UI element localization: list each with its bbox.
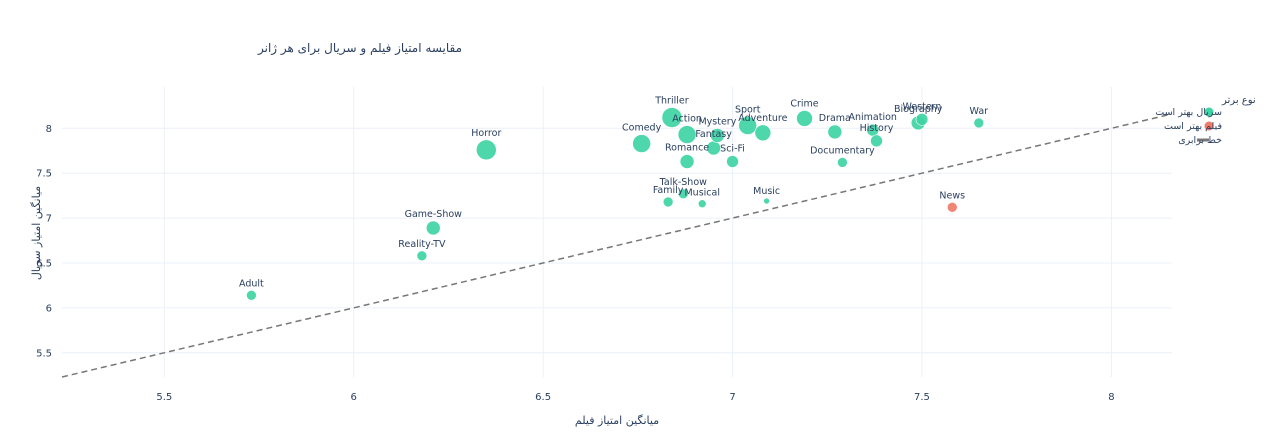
point-label: Sci-Fi: [720, 144, 745, 155]
point-label: History: [860, 123, 894, 134]
x-tick-label: 8: [1108, 392, 1114, 403]
y-tick-label: 6: [46, 303, 52, 314]
point-label: News: [939, 190, 965, 201]
y-tick-label: 5.5: [36, 348, 52, 359]
x-tick-label: 6.5: [535, 392, 551, 403]
equality-line-layer: [61, 113, 1173, 378]
data-point: [632, 134, 651, 153]
data-point: [837, 157, 848, 168]
point-label: Biography: [894, 104, 943, 115]
data-point: [246, 289, 257, 301]
data-point: [946, 202, 958, 213]
point-label: Fantasy: [695, 129, 732, 140]
point-label: Western: [902, 101, 941, 112]
y-axis-title: میانگین امتیاز سریال: [30, 186, 43, 280]
legend-title: نوع برتر: [1221, 95, 1256, 106]
data-point: [425, 220, 441, 236]
grid: [62, 87, 1172, 377]
point-label: Family: [653, 185, 684, 196]
point-label: Talk-Show: [659, 177, 707, 188]
point-label: Romance: [665, 143, 709, 154]
data-point: [796, 110, 813, 127]
x-tick-label: 7: [729, 392, 735, 403]
legend-marker: [1204, 107, 1214, 117]
x-tick-label: 6: [351, 392, 357, 403]
point-label: Adventure: [738, 113, 787, 124]
data-point: [738, 116, 757, 135]
legend-item-label: خط برابری: [1178, 135, 1222, 146]
point-label: Game-Show: [405, 209, 463, 220]
point-label: Mystery: [698, 116, 736, 127]
point-labels-layer: Adult Reality-TV Game-Show Horror Comedy Fami…: [239, 96, 988, 290]
y-tick-label: 7.5: [36, 169, 52, 180]
legend-item-label: سریال بهتر است: [1155, 107, 1222, 118]
point-label: Music: [753, 186, 780, 197]
y-tick-label: 8: [46, 124, 52, 135]
data-point: [661, 107, 683, 128]
data-point: [476, 139, 497, 161]
point-label: Comedy: [622, 123, 662, 134]
data-point: [763, 197, 770, 205]
data-point: [915, 113, 929, 126]
y-tick-label: 7: [46, 214, 52, 225]
points-layer: [246, 107, 985, 301]
data-point: [679, 154, 695, 169]
point-label: Documentary: [810, 145, 875, 156]
point-label: War: [970, 106, 989, 117]
point-label: Adult: [239, 278, 264, 289]
data-point: [710, 128, 725, 143]
point-label: Reality-TV: [398, 239, 446, 250]
point-label: Sport: [735, 105, 761, 116]
data-point: [416, 250, 428, 262]
x-axis-title: میانگین امتیاز فیلم: [575, 414, 659, 427]
point-label: Action: [672, 114, 702, 125]
legend-item-label: فیلم بهتر است: [1164, 121, 1222, 132]
data-point: [677, 188, 689, 200]
x-tick-label: 7.5: [914, 392, 930, 403]
data-point: [973, 117, 985, 129]
y-tick-label: 6.5: [36, 258, 52, 269]
point-label: Musical: [684, 188, 720, 199]
point-label: Drama: [819, 113, 851, 124]
equality-line: [61, 113, 1173, 378]
data-point: [677, 125, 697, 144]
x-tick-label: 5.5: [156, 392, 172, 403]
data-point: [662, 196, 674, 208]
data-point: [754, 124, 772, 142]
data-point: [697, 199, 707, 209]
point-label: Horror: [471, 128, 501, 139]
point-label: Animation: [848, 112, 896, 123]
data-point: [870, 134, 883, 148]
legend-marker: [1204, 121, 1214, 131]
data-point: [827, 124, 843, 140]
data-point: [726, 155, 739, 168]
chart-title: مقایسه امتیاز فیلم و سریال برای هر ژانر: [257, 41, 462, 56]
point-label: Crime: [790, 98, 818, 109]
point-label: Thriller: [654, 96, 688, 107]
tick-labels: 5.5 6 6.5 7 7.5 8 5.5 6 6.5 7 7.5 8: [36, 124, 1114, 403]
